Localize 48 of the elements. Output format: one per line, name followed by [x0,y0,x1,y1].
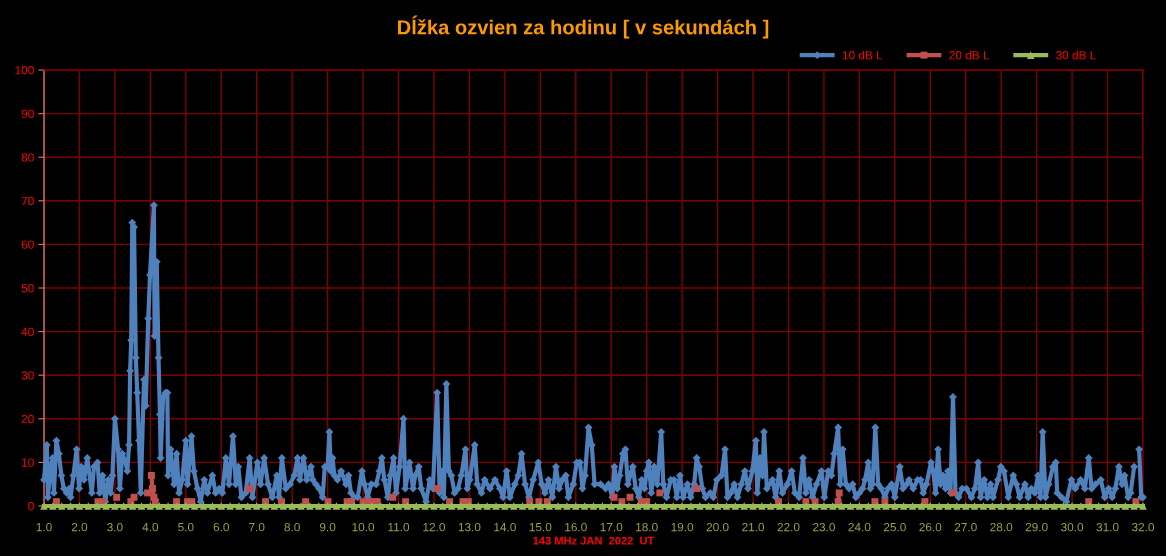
x-tick-label: 24.0 [848,522,871,532]
y-tick-label: 50 [21,284,34,293]
y-tick-label: 0 [28,502,34,511]
x-tick-label: 22.0 [777,522,800,532]
x-tick-label: 3.0 [107,522,123,532]
y-tick-label: 40 [21,327,34,336]
x-tick-label: 26.0 [919,522,942,532]
x-tick-label: 9.0 [319,522,336,532]
y-tick-label: 90 [21,109,34,118]
x-tick-label: 13.0 [458,522,481,532]
chart-title: Dĺžka ozvien za hodinu [ v sekundách ] [398,15,769,39]
x-tick-label: 17.0 [600,522,623,532]
legend-label: 20 dB L [949,50,990,60]
x-tick-label: 27.0 [954,522,977,532]
x-tick-label: 15.0 [529,522,552,532]
x-tick-label: 31.0 [1096,522,1119,532]
y-tick-label: 100 [15,66,34,75]
x-tick-label: 7.0 [249,522,265,532]
x-tick-label: 19.0 [671,522,694,532]
x-tick-label: 18.0 [636,522,658,532]
x-tick-label: 6.0 [213,522,229,532]
y-tick-label: 10 [22,458,34,467]
x-tick-label: 10.0 [352,522,375,532]
x-tick-label: 8.0 [284,522,300,532]
legend-label: 30 dB L [1056,50,1096,60]
y-tick-label: 80 [21,153,34,162]
y-tick-label: 30 [21,371,34,380]
x-axis-title: 143 MHz JAN 2022 UT [533,536,655,545]
x-tick-label: 30.0 [1061,522,1084,532]
x-tick-label: 20.0 [706,522,729,532]
x-tick-label: 12.0 [423,522,445,532]
x-tick-label: 16.0 [565,522,587,532]
y-tick-label: 60 [21,240,34,249]
x-tick-label: 23.0 [813,522,835,532]
x-tick-label: 32.0 [1131,522,1155,532]
x-tick-label: 25.0 [883,522,906,532]
x-tick-label: 29.0 [1025,522,1048,532]
x-tick-label: 4.0 [142,522,159,532]
y-tick-label: 70 [21,196,34,206]
x-tick-label: 2.0 [71,522,88,532]
x-tick-label: 21.0 [742,522,765,532]
x-tick-label: 5.0 [178,522,194,532]
legend-label: 10 dB L [842,50,883,60]
x-tick-label: 28.0 [990,522,1013,532]
y-tick-label: 20 [21,414,34,424]
x-tick-label: 11.0 [388,522,410,532]
x-tick-label: 14.0 [494,522,516,532]
x-tick-label: 1.0 [36,522,52,532]
